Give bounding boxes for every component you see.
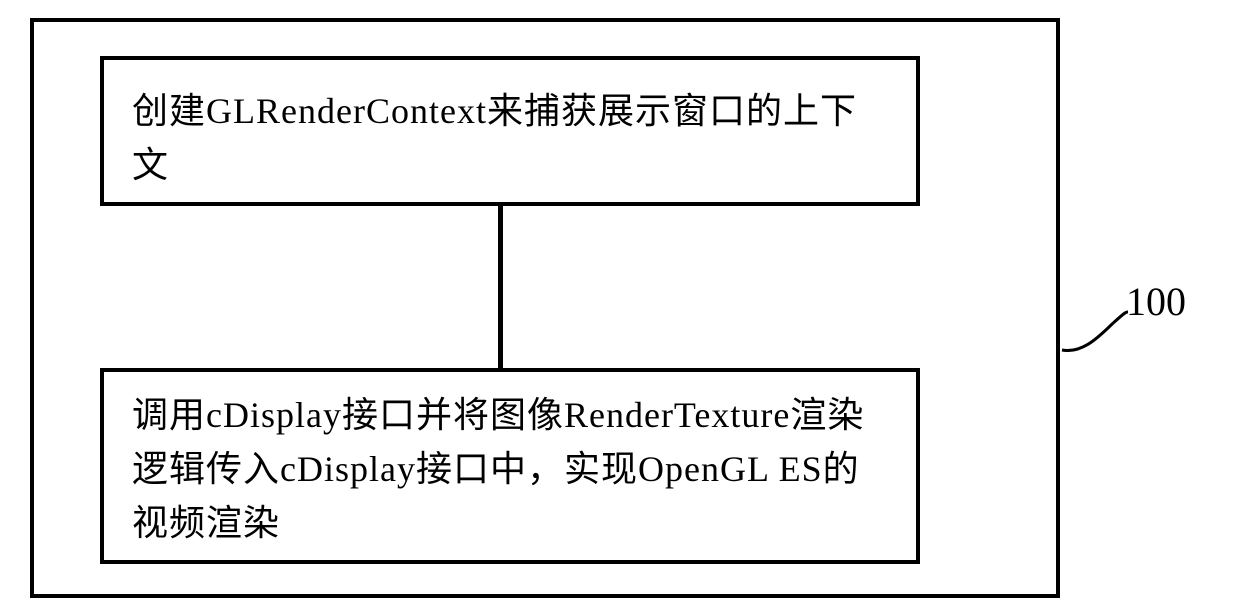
- flowchart-node-bottom: 调用cDisplay接口并将图像RenderTexture渲染逻辑传入cDisp…: [100, 368, 920, 564]
- reference-number-label: 100: [1126, 278, 1186, 325]
- node-bottom-text: 调用cDisplay接口并将图像RenderTexture渲染逻辑传入cDisp…: [104, 372, 916, 550]
- reference-callout-curve: [1060, 310, 1130, 352]
- diagram-canvas: 创建GLRenderContext来捕获展示窗口的上下文 调用cDisplay接…: [0, 0, 1240, 614]
- node-top-text: 创建GLRenderContext来捕获展示窗口的上下文: [104, 60, 916, 192]
- flowchart-node-top: 创建GLRenderContext来捕获展示窗口的上下文: [100, 56, 920, 206]
- flowchart-edge: [498, 206, 503, 368]
